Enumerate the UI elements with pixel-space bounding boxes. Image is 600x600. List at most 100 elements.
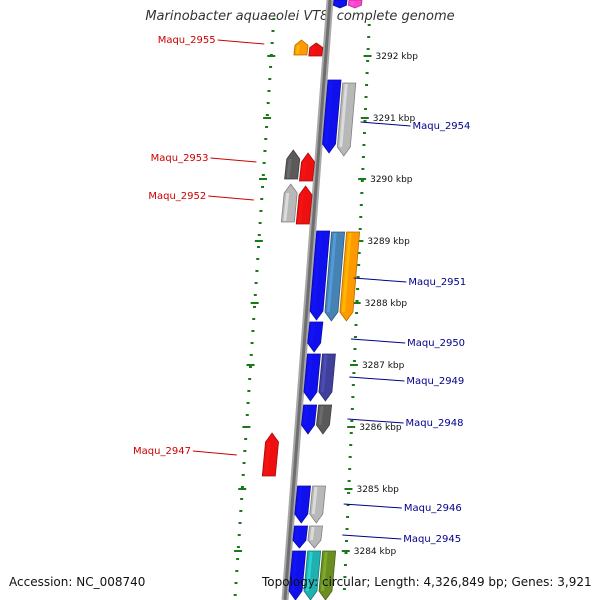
ruler-dot [350, 420, 354, 422]
gene-label: Maqu_2951 [408, 277, 466, 288]
gene-arrow [347, 0, 363, 9]
ruler-tick-outer [358, 178, 367, 180]
ruler-dot [350, 408, 354, 410]
gene-arrow-highlight [350, 1, 354, 6]
ruler-dot [239, 510, 243, 512]
gene-arrow [284, 149, 301, 180]
label-leader-line [210, 157, 257, 163]
ruler-dot [365, 72, 369, 74]
gene-label: Maqu_2954 [413, 121, 471, 132]
ruler-dot [358, 228, 362, 230]
ruler-tick-inner [234, 550, 243, 552]
ruler-dot [359, 204, 363, 206]
ruler-dot [345, 540, 349, 542]
ruler-tick-outer [347, 426, 356, 428]
ruler-dot [364, 96, 368, 98]
ruler-tick-label: 3285 kbp [356, 485, 399, 495]
gene-label: Maqu_2948 [406, 418, 464, 429]
ruler-dot [345, 528, 349, 530]
ruler-dot [359, 216, 363, 218]
label-leader-line [208, 195, 254, 201]
ruler-tick-outer [360, 117, 369, 119]
ruler-dot [343, 564, 347, 566]
ruler-dot [349, 444, 353, 446]
ruler-dot [367, 24, 371, 26]
ruler-dot [344, 552, 348, 554]
gene-arrow-highlight [294, 527, 300, 541]
gene-arrow-highlight [312, 232, 322, 311]
ruler-dot [360, 192, 364, 194]
gene-arrow-highlight [311, 487, 318, 514]
backbone-line [283, 0, 332, 600]
ruler-dot [250, 342, 254, 344]
ruler-dot [343, 576, 347, 578]
ruler-dot [346, 516, 350, 518]
ruler-dot [348, 468, 352, 470]
ruler-dot [361, 168, 365, 170]
gene-label: Maqu_2952 [148, 191, 206, 202]
ruler-dot [259, 210, 263, 212]
ruler-dot [257, 246, 261, 248]
ruler-dot [352, 360, 356, 362]
gene-label: Maqu_2953 [151, 153, 209, 164]
label-leader-line [347, 418, 404, 424]
ruler-dot [269, 66, 273, 68]
ruler-dot [357, 252, 361, 254]
topology-text: Topology: circular; Length: 4,326,849 bp… [262, 575, 592, 589]
ruler-dot [270, 42, 274, 44]
ruler-dot [271, 30, 275, 32]
gene-arrow-highlight [341, 233, 352, 312]
label-leader-line [217, 39, 265, 45]
gene-label: Maqu_2950 [407, 338, 465, 349]
ruler-dot [240, 486, 244, 488]
ruler-tick-label: 3291 kbp [373, 114, 416, 124]
ruler-dot [247, 390, 251, 392]
ruler-dot [346, 504, 350, 506]
ruler-dot [267, 90, 271, 92]
ruler-dot [251, 330, 255, 332]
ruler-tick-inner [267, 55, 276, 57]
gene-arrow-highlight [264, 442, 271, 475]
gene-arrow-highlight [309, 527, 315, 541]
ruler-dot [260, 198, 264, 200]
ruler-dot [248, 366, 252, 368]
gene-arrow-highlight [283, 193, 290, 221]
ruler-dot [342, 588, 346, 590]
ruler-dot [268, 78, 272, 80]
ruler-tick-outer [355, 240, 364, 242]
ruler-dot [272, 18, 276, 20]
gene-arrow [292, 525, 308, 549]
ruler-tick-label: 3287 kbp [362, 361, 405, 371]
gene-label: Maqu_2946 [404, 503, 462, 514]
label-leader-line [343, 503, 402, 509]
ruler-dot [242, 462, 246, 464]
ruler-dot [352, 372, 356, 374]
gene-arrow [307, 321, 324, 353]
ruler-tick-label: 3292 kbp [376, 52, 419, 62]
ruler-dot [249, 354, 253, 356]
ruler-dot [264, 138, 268, 140]
gene-arrow-highlight [295, 45, 300, 54]
gene-arrow [301, 404, 318, 435]
ruler-dot [366, 48, 370, 50]
ruler-dot [365, 84, 369, 86]
ruler-tick-inner [238, 488, 247, 490]
gene-arrow-highlight [298, 195, 305, 223]
ruler-dot [258, 222, 262, 224]
ruler-dot [257, 234, 261, 236]
gene-arrow-highlight [321, 552, 328, 591]
ruler-tick-label: 3286 kbp [359, 423, 402, 433]
gene-arrow [332, 0, 348, 9]
gene-label: Maqu_2949 [406, 376, 464, 387]
ruler-tick-label: 3289 kbp [367, 237, 410, 247]
ruler-tick-label: 3284 kbp [354, 547, 397, 557]
gene-arrow [309, 485, 326, 524]
ruler-dot [254, 282, 258, 284]
ruler-dot [255, 270, 259, 272]
ruler-dot [367, 36, 371, 38]
ruler-dot [241, 474, 245, 476]
ruler-dot [233, 594, 237, 596]
ruler-dot [347, 492, 351, 494]
